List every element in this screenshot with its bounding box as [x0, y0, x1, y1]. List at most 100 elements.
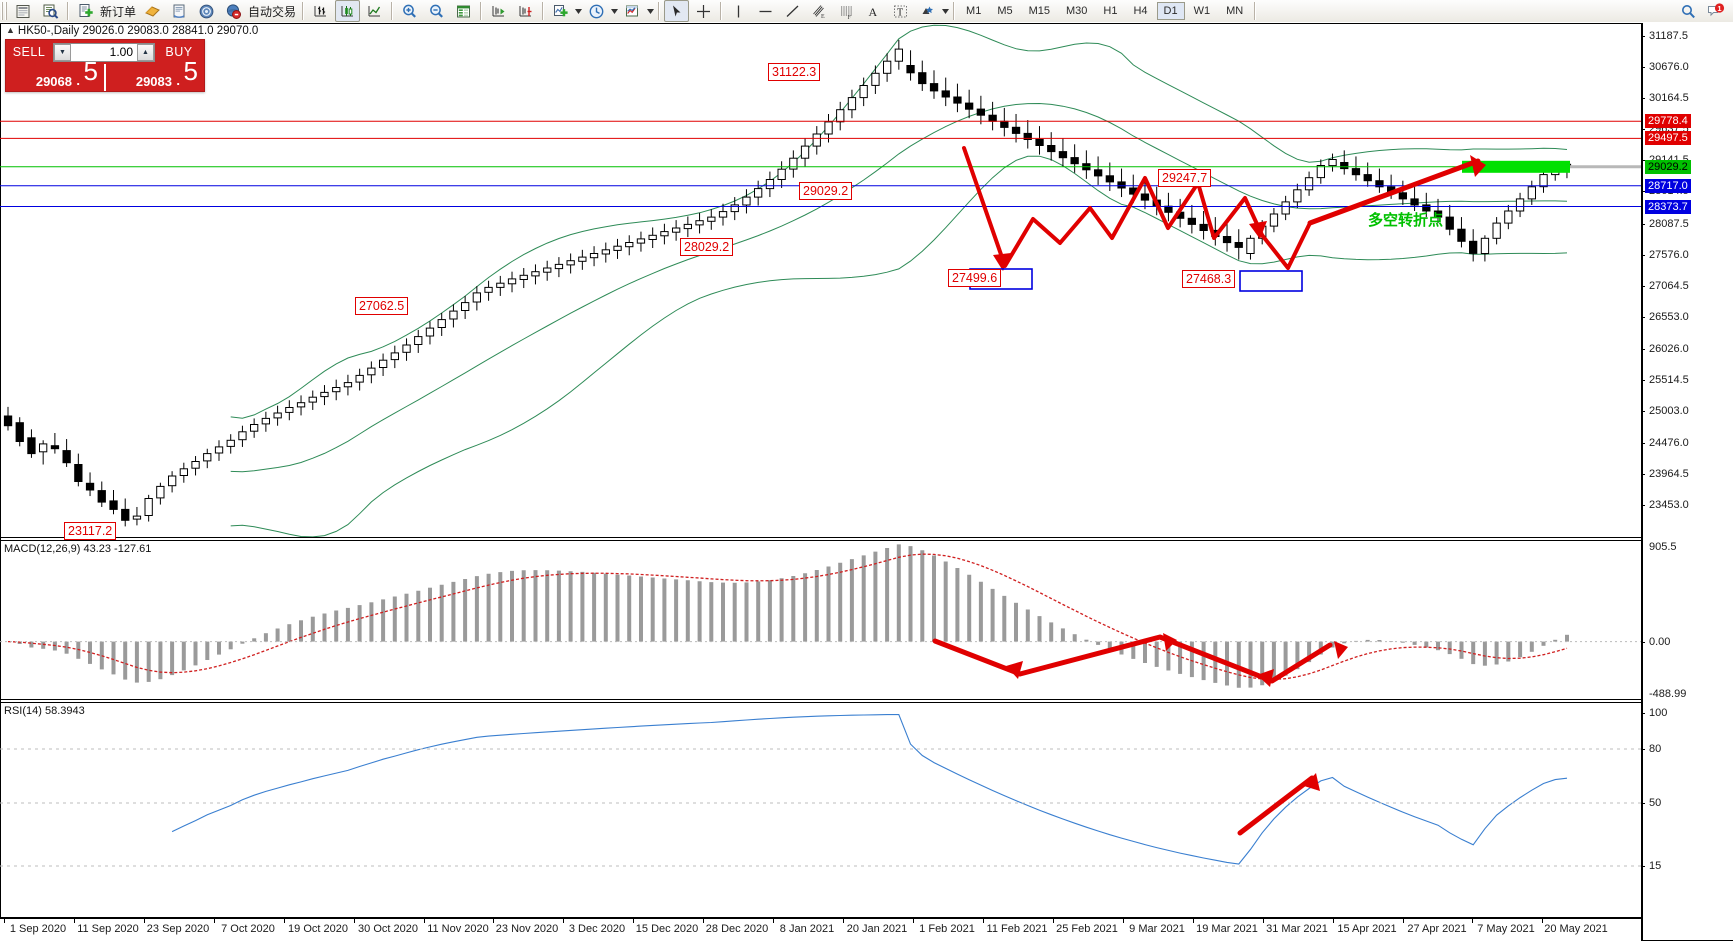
zoom-in-icon[interactable] [397, 0, 422, 22]
price-scale-axis-line [1641, 23, 1643, 940]
timeframe-h4[interactable]: H4 [1133, 5, 1148, 17]
timeframe-m15[interactable]: M15 [1028, 5, 1050, 17]
time-tick [74, 918, 75, 923]
volume-value[interactable]: 1.00 [109, 45, 133, 59]
chevron-down-icon[interactable] [610, 1, 619, 21]
sell-button-label[interactable]: SELL [12, 45, 46, 59]
price-tick-label: 23964.5 [1649, 468, 1689, 480]
sell-price-separator: . [76, 73, 80, 88]
indicators-icon[interactable] [548, 0, 573, 22]
auto-trading-icon[interactable] [221, 0, 246, 22]
search-icon[interactable] [1676, 0, 1701, 22]
auto-trading-label[interactable]: 自动交易 [248, 4, 297, 19]
timeframe-h1[interactable]: H1 [1103, 5, 1118, 17]
navigator-icon[interactable] [38, 0, 63, 22]
price-tick [1641, 443, 1645, 444]
sell-price[interactable]: 29068 . 5 [6, 58, 106, 91]
price-level-tag[interactable]: 29497.5 [1645, 131, 1691, 145]
chevron-down-icon[interactable] [574, 1, 583, 21]
timeframe-m30[interactable]: M30 [1066, 5, 1088, 17]
new-order-label[interactable]: 新订单 [100, 4, 137, 19]
time-tick-label: 9 Mar 2021 [1129, 923, 1185, 935]
chart-collapse-arrow-icon[interactable]: ▲ [6, 25, 15, 35]
metaquotes-language-icon[interactable] [194, 0, 219, 22]
time-tick [773, 918, 774, 923]
toolbar-separator [67, 2, 69, 20]
one-click-trading-panel[interactable]: SELL ▼ 1.00 ▲ BUY 29068 . 5 29083 . 5 [5, 39, 205, 92]
price-tick [1641, 98, 1645, 99]
templates-icon[interactable] [620, 0, 645, 22]
zoom-out-icon[interactable] [424, 0, 449, 22]
price-tick-label: 26026.0 [1649, 343, 1689, 355]
chart-frame [0, 23, 1733, 941]
toolbar-separator [1254, 2, 1257, 20]
vertical-line-icon[interactable] [726, 0, 751, 22]
timeframe-d1[interactable]: D1 [1156, 2, 1185, 20]
rsi-axis-label: 80 [1649, 743, 1662, 755]
pane-separator-rsi-top2 [0, 702, 1641, 703]
expert-advisor-icon[interactable] [140, 0, 165, 22]
chevron-down-icon[interactable] [941, 1, 950, 21]
shapes-icon[interactable] [915, 0, 940, 22]
macd-axis-tick [1641, 642, 1645, 643]
fibonacci-icon[interactable]: F [834, 0, 859, 22]
price-tick-label: 24476.0 [1649, 437, 1689, 449]
buy-price-separator: . [176, 73, 180, 88]
time-tick [354, 918, 355, 923]
new-order-icon[interactable] [73, 0, 98, 22]
time-scale[interactable]: 1 Sep 2020 11 Sep 2020 23 Sep 2020 7 Oct 20… [0, 917, 1641, 941]
macd-axis-label: 0.00 [1649, 636, 1671, 648]
buy-button-label[interactable]: BUY [165, 45, 193, 59]
one-click-trading-prices: 29068 . 5 29083 . 5 [6, 58, 204, 91]
time-tick-label: 8 Jan 2021 [779, 923, 835, 935]
one-click-trading-top-row: SELL ▼ 1.00 ▲ BUY [6, 40, 204, 64]
crosshair-icon[interactable] [691, 0, 716, 22]
chart-window[interactable]: ▲ HK50-,Daily 29026.0 29083.0 28841.0 290… [0, 22, 1733, 941]
price-tick-label: 31187.5 [1649, 30, 1688, 42]
pane-separator-macd-top [0, 537, 1641, 538]
chevron-down-icon[interactable] [646, 1, 655, 21]
rsi-axis-label: 50 [1649, 797, 1662, 809]
candlestick-chart-icon[interactable] [335, 0, 361, 22]
cursor-icon[interactable] [664, 0, 690, 22]
time-tick [214, 918, 215, 923]
svg-text:A: A [869, 5, 878, 19]
timeframe-mn[interactable]: MN [1226, 5, 1244, 17]
volume-stepper[interactable]: ▼ 1.00 ▲ [53, 42, 155, 62]
data-folder-icon[interactable] [167, 0, 192, 22]
volume-increase-button[interactable]: ▲ [137, 43, 154, 61]
price-scale[interactable]: 31187.530676.030164.529637.529141.528614… [1641, 23, 1733, 940]
volume-decrease-button[interactable]: ▼ [54, 43, 71, 61]
terminal-icon[interactable] [11, 0, 36, 22]
trend-line-icon[interactable] [780, 0, 805, 22]
chart-shift-icon[interactable] [513, 0, 538, 22]
period-clock-icon[interactable] [584, 0, 609, 22]
toolbar-separator [542, 2, 545, 20]
sell-price-main: 29068 [35, 74, 72, 89]
data-window-icon[interactable] [451, 0, 476, 22]
line-chart-icon[interactable] [362, 0, 387, 22]
equidistant-channel-icon[interactable]: E [807, 0, 832, 22]
price-annotation-label: 29247.7 [1158, 169, 1212, 187]
text-label-icon[interactable]: T [888, 0, 913, 22]
horizontal-line-icon[interactable] [753, 0, 778, 22]
price-level-tag[interactable]: 29029.2 [1645, 160, 1691, 174]
bar-chart-icon[interactable] [308, 0, 333, 22]
price-level-tag[interactable]: 28717.0 [1645, 179, 1691, 193]
timeframe-m1[interactable]: M1 [966, 5, 982, 17]
timeframe-w1[interactable]: W1 [1193, 5, 1211, 17]
auto-scroll-icon[interactable] [486, 0, 511, 22]
alerts-icon[interactable]: 1 [1703, 0, 1728, 22]
price-tick [1641, 349, 1645, 350]
toolbar-grip[interactable] [1, 2, 8, 20]
time-tick-label: 7 Oct 2020 [221, 923, 275, 935]
timeframe-m5[interactable]: M5 [997, 5, 1013, 17]
buy-price[interactable]: 29083 . 5 [106, 58, 204, 91]
price-level-tag[interactable]: 28373.7 [1645, 200, 1691, 214]
time-tick-label: 23 Sep 2020 [146, 923, 210, 935]
time-tick [1193, 918, 1194, 923]
time-tick-label: 23 Nov 2020 [495, 923, 559, 935]
text-icon[interactable]: A [861, 0, 886, 22]
price-tick-label: 30164.5 [1649, 92, 1689, 104]
price-level-tag[interactable]: 29778.4 [1645, 114, 1691, 128]
